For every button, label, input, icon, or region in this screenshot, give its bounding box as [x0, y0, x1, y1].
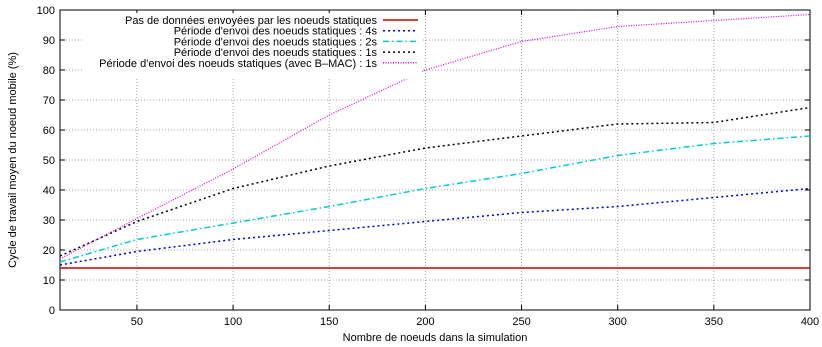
series-line-4: [59, 106, 811, 257]
y-tick-label: 100: [37, 5, 55, 17]
y-tick-label: 90: [43, 35, 55, 47]
y-tick-label: 50: [43, 155, 55, 167]
y-tick-label: 70: [43, 95, 55, 107]
x-tick-label: 200: [416, 316, 434, 328]
y-tick-label: 0: [49, 305, 55, 317]
y-tick-label: 10: [43, 275, 55, 287]
x-tick-label: 250: [512, 316, 530, 328]
x-tick-label: 350: [705, 316, 723, 328]
x-tick-label: 400: [801, 316, 819, 328]
legend: Pas de données envoyées par les noeuds s…: [84, 13, 422, 79]
x-tick-label: 100: [224, 316, 242, 328]
y-tick-label: 40: [43, 185, 55, 197]
y-tick-label: 60: [43, 125, 55, 137]
y-axis: 0 10 20 30 40 50 60 70 80 90 100: [37, 5, 810, 317]
series-line-2: [59, 187, 811, 266]
legend-label: Pas de données envoyées par les noeuds s…: [125, 15, 377, 27]
series-lines: [59, 13, 811, 269]
x-tick-label: 150: [320, 316, 338, 328]
x-tick-label: 300: [609, 316, 627, 328]
series-line-3: [59, 135, 811, 263]
series-line-5: [59, 13, 811, 260]
y-tick-label: 30: [43, 215, 55, 227]
grid-lines: [60, 10, 810, 310]
x-axis: 50 100 150 200 250 300 350 400: [131, 10, 819, 328]
legend-background: [84, 13, 422, 79]
legend-label: Période d'envoi des noeuds statiques : 1…: [174, 47, 378, 59]
x-axis-label: Nombre de noeuds dans la simulation: [343, 332, 528, 344]
x-tick-label: 50: [131, 316, 143, 328]
legend-label: Période d'envoi des noeuds statiques (av…: [99, 58, 377, 70]
y-axis-label: Cycle de travail moyen du noeud mobile (…: [7, 52, 19, 268]
legend-label: Période d'envoi des noeuds statiques : 2…: [174, 36, 378, 48]
legend-label: Période d'envoi des noeuds statiques : 4…: [174, 26, 378, 38]
y-tick-label: 20: [43, 245, 55, 257]
y-tick-label: 80: [43, 65, 55, 77]
